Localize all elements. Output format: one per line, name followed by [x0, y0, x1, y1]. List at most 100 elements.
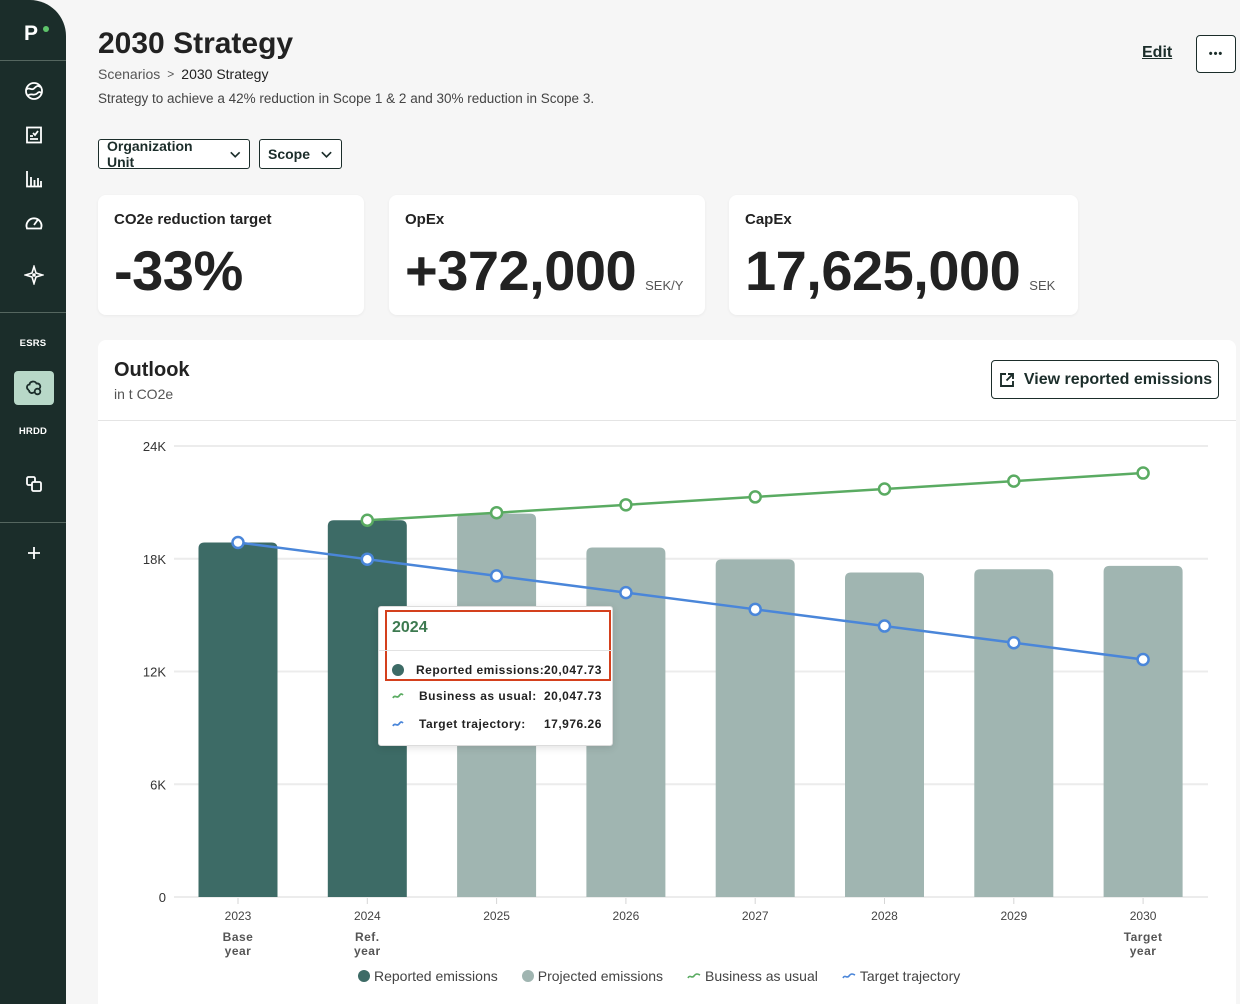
legend-item-bau[interactable]: Business as usual: [687, 968, 818, 984]
logo-letter: P: [24, 22, 39, 45]
x-tick-label: 2027: [742, 909, 769, 923]
scope-filter[interactable]: Scope: [259, 139, 342, 169]
sidebar-item-insights[interactable]: [14, 258, 54, 292]
legend-item-reported[interactable]: Reported emissions: [358, 968, 498, 984]
legend-item-target[interactable]: Target trajectory: [842, 968, 960, 984]
point-target-trajectory[interactable]: [231, 535, 245, 550]
sidebar-divider: [0, 522, 66, 523]
tooltip-label: Reported emissions:: [416, 663, 545, 677]
x-tick-sublabel: year: [354, 944, 381, 958]
bar-chart-icon: [26, 171, 42, 188]
point-business-as-usual[interactable]: [748, 490, 762, 504]
logo[interactable]: P: [24, 22, 54, 46]
legend-label: Business as usual: [705, 968, 818, 984]
sidebar-item-analytics[interactable]: [14, 162, 54, 196]
section-label-esrs: ESRS: [19, 338, 47, 349]
x-tick-label: 2026: [613, 909, 640, 923]
y-tick-label: 0: [159, 890, 166, 905]
kpi-label: CO2e reduction target: [114, 211, 272, 228]
breadcrumb-scenarios-link[interactable]: Scenarios: [98, 66, 161, 82]
organization-unit-filter[interactable]: Organization Unit: [98, 138, 250, 170]
legend-item-projected[interactable]: Projected emissions: [521, 968, 664, 984]
reported-dot-icon: [392, 664, 404, 676]
tooltip-title: 2024: [392, 619, 428, 636]
projected-dot-icon: [521, 970, 534, 982]
tooltip-highlight-box: [385, 610, 611, 681]
reported-dot-icon: [358, 970, 370, 982]
point-business-as-usual[interactable]: [1136, 466, 1150, 480]
bar-projected-emissions[interactable]: [845, 572, 924, 897]
outlook-chart: 06K12K18K24K2023Baseyear2024Ref.year2025…: [143, 439, 1208, 958]
point-target-trajectory[interactable]: [489, 569, 504, 583]
tooltip-divider: [379, 650, 612, 651]
kpi-value-row: +372,000 SEK/Y: [405, 243, 683, 299]
tooltip-row-bau: Business as usual: 20,047.73: [379, 688, 612, 704]
x-tick-sublabel: year: [1130, 944, 1157, 958]
legend-label: Reported emissions: [374, 968, 498, 984]
breadcrumb-separator-icon: >: [167, 67, 175, 81]
point-target-trajectory[interactable]: [360, 552, 375, 566]
line-target-trajectory: [237, 541, 1144, 661]
legend-label: Target trajectory: [859, 968, 961, 984]
legend-label: Projected emissions: [537, 968, 664, 984]
x-tick-sublabel: year: [225, 944, 252, 958]
point-business-as-usual[interactable]: [489, 505, 504, 520]
point-target-trajectory[interactable]: [1007, 635, 1021, 650]
logo-dot: [43, 26, 49, 32]
sidebar-item-esrs-scenarios[interactable]: [14, 371, 54, 405]
bar-projected-emissions[interactable]: [974, 569, 1054, 897]
bar-projected-emissions[interactable]: [1103, 565, 1183, 897]
bar-reported-emissions[interactable]: [198, 542, 278, 897]
kpi-card-opex: OpEx +372,000 SEK/Y: [389, 195, 705, 315]
x-tick-label: 2024: [354, 909, 381, 923]
point-target-trajectory[interactable]: [748, 602, 762, 617]
x-tick-sublabel: Target: [1124, 930, 1163, 944]
kpi-label: OpEx: [405, 211, 445, 228]
tooltip-label: Target trajectory:: [419, 717, 526, 731]
kpi-value-row: 17,625,000 SEK: [745, 243, 1055, 299]
point-target-trajectory[interactable]: [1136, 652, 1150, 667]
outlook-divider: [98, 420, 1236, 421]
x-tick-label: 2028: [871, 909, 898, 923]
x-tick-sublabel: Base: [223, 930, 254, 944]
point-business-as-usual[interactable]: [619, 498, 633, 512]
bar-projected-emissions[interactable]: [715, 559, 795, 897]
tooltip-value: 17,976.26: [544, 717, 602, 731]
sidebar-item-hrdd[interactable]: [14, 467, 54, 501]
tooltip-value: 20,047.73: [544, 689, 602, 703]
gauge-icon: [25, 217, 43, 230]
point-business-as-usual[interactable]: [360, 513, 375, 528]
point-target-trajectory[interactable]: [619, 585, 633, 600]
chevron-down-icon: [229, 151, 240, 158]
sidebar-item-performance[interactable]: [14, 206, 54, 240]
y-tick-label: 12K: [143, 665, 166, 680]
edit-button[interactable]: Edit: [1142, 44, 1173, 61]
sidebar-item-climate[interactable]: [14, 74, 54, 108]
more-options-button[interactable]: •••: [1196, 35, 1236, 73]
y-tick-label: 18K: [143, 552, 166, 567]
overlapping-squares-icon: [26, 476, 42, 492]
point-business-as-usual[interactable]: [1007, 474, 1021, 488]
ellipsis-icon: •••: [1208, 48, 1224, 60]
kpi-value: +372,000: [405, 239, 637, 302]
sparkle-icon: [24, 265, 44, 285]
y-tick-label: 6K: [150, 777, 166, 792]
globe-icon: [25, 82, 43, 100]
view-reported-emissions-button[interactable]: View reported emissions: [991, 360, 1219, 399]
kpi-card-capex: CapEx 17,625,000 SEK: [729, 195, 1078, 315]
sidebar-add-button[interactable]: [14, 536, 54, 570]
sidebar-item-tasks[interactable]: [14, 118, 54, 152]
page-description: Strategy to achieve a 42% reduction in S…: [98, 91, 595, 106]
point-business-as-usual[interactable]: [877, 482, 892, 496]
sidebar: P ESRS: [0, 0, 66, 1004]
filter-label: Scope: [268, 146, 311, 162]
point-target-trajectory[interactable]: [877, 619, 892, 633]
tooltip-row-reported: Reported emissions: 20,047.73: [379, 662, 612, 678]
outlook-unit: in t CO2e: [114, 386, 174, 402]
x-tick-sublabel: Ref.: [355, 930, 380, 944]
external-link-icon: [999, 372, 1014, 387]
tooltip-label: Business as usual:: [419, 689, 537, 703]
checklist-icon: [26, 126, 42, 144]
section-label-hrdd: HRDD: [18, 426, 48, 437]
kpi-value: -33%: [114, 239, 243, 302]
